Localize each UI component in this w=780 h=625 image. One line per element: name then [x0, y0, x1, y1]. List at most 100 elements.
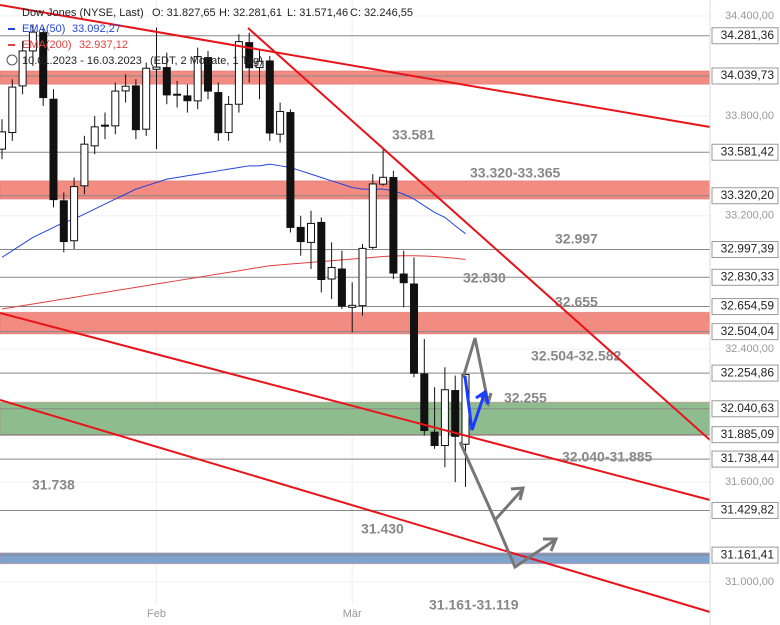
level-label: 31.738,44 — [721, 451, 775, 465]
level-label-box — [711, 364, 779, 382]
legend-value: 32.937,12 — [79, 39, 128, 51]
candle-body — [337, 268, 346, 307]
ohlc-label: H: 32.281,61 — [219, 7, 282, 19]
candle-body — [430, 431, 439, 446]
annotation: 31.161-31.119 — [429, 597, 519, 613]
chart-title: Dow Jones (NYSE, Last) — [22, 7, 144, 19]
level-label: 31.161,41 — [721, 547, 775, 561]
arrow — [461, 337, 490, 403]
level-label-box — [711, 323, 779, 341]
level-label-box — [711, 240, 779, 258]
candle-body — [410, 283, 418, 374]
level-label: 32.830,33 — [721, 269, 775, 283]
arrow-head — [510, 486, 525, 501]
annotation: 32.830 — [463, 270, 506, 286]
candle-body — [214, 92, 223, 134]
candle-body — [224, 103, 233, 134]
candle-body — [440, 389, 449, 446]
candle-body — [39, 32, 48, 99]
x-tick-label: Mär — [343, 608, 362, 620]
period: (EDT, 2 Monate, 1 Tag) — [150, 55, 263, 67]
zone — [0, 311, 711, 335]
candle-body — [162, 67, 171, 96]
candle-body — [121, 85, 130, 92]
candle-body — [276, 111, 285, 135]
level-label: 32.504,04 — [721, 324, 775, 338]
candle-body — [59, 200, 68, 243]
candle-body — [8, 86, 17, 134]
clock-icon — [6, 54, 18, 66]
candle-body — [142, 67, 151, 130]
candle-body — [193, 56, 202, 102]
candle-body — [296, 226, 305, 243]
ohlc-label: L: 31.571,46 — [287, 7, 348, 19]
candle-body — [80, 143, 89, 187]
date-range: 10.01.2023 - 16.03.2023 — [22, 55, 142, 67]
zone — [0, 180, 711, 200]
annotation: 32.997 — [555, 231, 598, 247]
trend-line — [0, 4, 711, 128]
blue-arrow — [463, 375, 490, 431]
level-label-box — [711, 426, 779, 444]
y-tick-label: 33.800,00 — [725, 110, 774, 122]
legend-name: EMA(200) — [22, 39, 72, 51]
ema-line — [1, 255, 466, 310]
ema-line — [1, 163, 466, 258]
zone — [0, 552, 711, 565]
level-label: 34.039,73 — [721, 68, 775, 82]
candle-body — [70, 186, 79, 242]
y-tick-label: 33.200,00 — [725, 210, 774, 222]
candle-body — [0, 131, 6, 150]
y-tick-label: 31.600,00 — [725, 476, 774, 488]
annotation: 33.320-33.365 — [470, 165, 561, 181]
level-label: 31.429,82 — [721, 503, 775, 517]
candle-body — [327, 267, 336, 280]
candle-body — [389, 176, 398, 274]
annotation: 32.040-31.885 — [562, 449, 653, 465]
candle-body — [255, 60, 264, 69]
level-label-box — [711, 298, 779, 316]
candle-body — [265, 60, 274, 134]
trend-line — [0, 312, 711, 501]
y-tick-label: 32.400,00 — [725, 343, 774, 355]
level-label-box — [711, 268, 779, 286]
ohlc-label: C: 32.246,55 — [350, 7, 413, 19]
candle-body — [234, 41, 243, 105]
candle-body — [399, 273, 408, 284]
annotation: 31.430 — [361, 521, 404, 537]
zone — [0, 70, 711, 85]
level-label-box — [711, 501, 779, 519]
candle-body — [317, 221, 326, 281]
candle-body — [183, 95, 192, 102]
candle-body — [245, 42, 254, 69]
legend-value: 33.092,27 — [72, 23, 121, 35]
y-tick-label: 31.000,00 — [725, 576, 774, 588]
candle-body — [90, 126, 99, 147]
arrow-head — [543, 537, 559, 552]
level-label-box — [711, 546, 779, 564]
level-label-box — [711, 400, 779, 418]
arrow — [493, 519, 556, 570]
annotation: 31.738 — [32, 477, 75, 493]
candle-body — [28, 31, 37, 52]
annotation: 32.655 — [555, 294, 598, 310]
candle-body — [204, 57, 212, 92]
candle-body — [173, 93, 182, 96]
level-label: 34.281,36 — [721, 28, 775, 42]
level-label-box — [711, 143, 779, 161]
candle-body — [379, 176, 388, 185]
level-label: 33.320,20 — [721, 188, 775, 202]
candle-body — [286, 112, 295, 228]
candle-body — [111, 90, 120, 127]
level-label: 32.654,59 — [721, 299, 775, 313]
level-label-box — [711, 450, 779, 468]
arrow — [463, 375, 486, 431]
candle-body — [131, 85, 140, 131]
annotation: 32.504-32.582 — [531, 348, 622, 364]
candle-body — [49, 98, 58, 201]
candle-body — [348, 304, 357, 308]
candle-body — [368, 183, 377, 248]
trend-lines — [0, 4, 711, 613]
level-label: 32.997,39 — [721, 242, 775, 256]
level-label: 33.581,42 — [721, 144, 775, 158]
